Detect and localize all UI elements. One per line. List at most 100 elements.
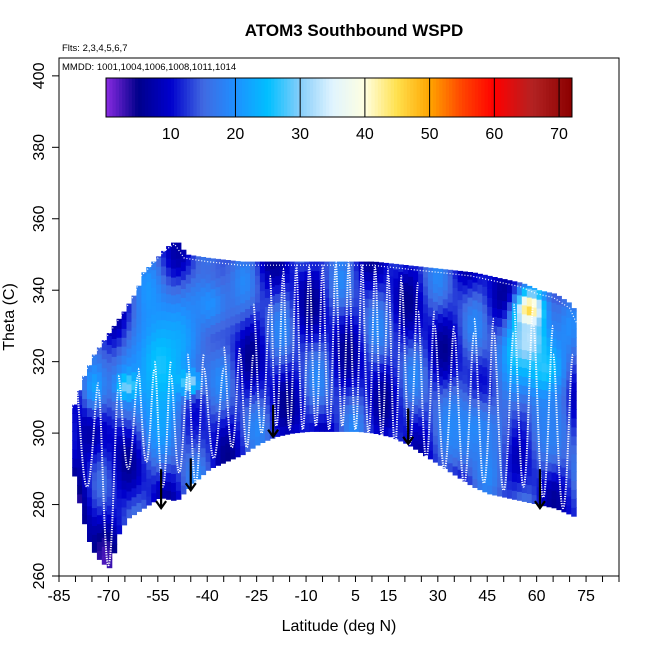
wspd-cell: [324, 404, 330, 414]
wspd-cell: [368, 289, 375, 300]
wspd-cell: [161, 257, 167, 267]
wspd-cell: [175, 320, 182, 331]
wspd-cell: [82, 461, 88, 471]
wspd-cell: [507, 301, 513, 312]
wspd-cell: [101, 456, 108, 467]
wspd-cell: [284, 335, 291, 346]
wspd-cell: [101, 519, 108, 529]
wspd-cell: [126, 491, 132, 501]
wspd-cell: [531, 369, 538, 379]
wspd-cell: [279, 301, 286, 311]
wspd-cell: [393, 304, 399, 315]
wspd-cell: [551, 472, 557, 482]
wspd-cell: [319, 333, 325, 343]
wspd-cell: [171, 321, 177, 332]
wspd-cell: [477, 400, 483, 410]
wspd-cell: [427, 449, 434, 460]
wspd-cell: [146, 344, 152, 354]
wspd-cell: [531, 485, 538, 496]
wspd-cell: [185, 434, 192, 445]
wspd-cell: [398, 423, 404, 433]
colorbar-swatch: [219, 78, 223, 117]
wspd-cell: [77, 484, 83, 495]
colorbar-swatch: [406, 78, 411, 117]
wspd-cell: [274, 275, 281, 286]
wspd-cell: [87, 487, 93, 498]
wspd-cell: [250, 376, 256, 387]
wspd-cell: [536, 299, 543, 309]
wspd-cell: [432, 337, 439, 347]
wspd-cell: [418, 407, 424, 418]
wspd-cell: [309, 413, 315, 423]
wspd-cell: [427, 423, 434, 433]
wspd-cell: [452, 403, 459, 413]
wspd-cell: [551, 347, 557, 357]
wspd-cell: [77, 493, 83, 504]
wspd-cell: [220, 409, 226, 419]
wspd-cell: [363, 289, 370, 299]
wspd-cell: [566, 496, 572, 506]
wspd-cell: [329, 306, 335, 316]
wspd-cell: [151, 430, 157, 440]
wspd-cell: [111, 436, 118, 447]
wspd-cell: [180, 297, 187, 307]
wspd-cell: [250, 323, 256, 333]
wspd-cell: [541, 443, 548, 453]
wspd-cell: [185, 408, 192, 418]
wspd-cell: [151, 403, 157, 413]
wspd-cell: [502, 407, 508, 418]
wspd-cell: [314, 404, 320, 414]
wspd-cell: [210, 306, 216, 317]
wspd-cell: [418, 416, 424, 427]
wspd-cell: [230, 307, 236, 317]
wspd-cell: [111, 383, 118, 393]
wspd-cell: [87, 496, 93, 507]
wspd-cell: [324, 359, 330, 370]
wspd-cell: [116, 426, 123, 437]
wspd-cell: [423, 312, 429, 323]
wspd-cell: [235, 429, 241, 440]
wspd-cell: [87, 365, 93, 373]
wspd-cell: [195, 327, 202, 337]
wspd-cell: [546, 435, 552, 445]
wspd-cell: [393, 394, 399, 404]
wspd-cell: [353, 306, 360, 316]
wspd-cell: [477, 293, 483, 303]
wspd-cell: [141, 311, 147, 322]
wspd-cell: [87, 434, 93, 444]
wspd-cell: [423, 277, 429, 287]
wspd-cell: [393, 367, 399, 377]
colorbar-swatch: [222, 78, 227, 117]
wspd-cell: [546, 426, 552, 436]
x-tick-label: 60: [528, 588, 546, 605]
wspd-cell: [190, 340, 197, 350]
wspd-cell: [526, 377, 533, 387]
wspd-cell: [447, 284, 454, 294]
wspd-cell: [264, 395, 271, 406]
wspd-cell: [457, 379, 464, 390]
wspd-cell: [536, 343, 543, 354]
wspd-cell: [190, 474, 197, 484]
wspd-cell: [215, 259, 221, 270]
wspd-cell: [368, 343, 375, 353]
colorbar-swatch: [394, 78, 398, 117]
wspd-cell: [566, 326, 572, 336]
wspd-cell: [240, 267, 246, 277]
wspd-cell: [299, 369, 305, 379]
wspd-cell: [388, 320, 394, 331]
wspd-cell: [96, 452, 103, 462]
wspd-cell: [571, 308, 577, 312]
wspd-cell: [136, 314, 142, 325]
wspd-cell: [136, 332, 142, 343]
wspd-cell: [101, 421, 108, 431]
wspd-cell: [507, 328, 513, 338]
wspd-cell: [339, 422, 345, 432]
flight-profile-14: [308, 267, 324, 428]
wspd-cell: [358, 333, 365, 343]
flight-profile-20: [387, 274, 403, 449]
wspd-cell: [492, 277, 498, 282]
wspd-cell: [314, 342, 320, 352]
wspd-cell: [240, 311, 246, 322]
wspd-cell: [502, 479, 508, 489]
wspd-cell: [334, 395, 340, 406]
